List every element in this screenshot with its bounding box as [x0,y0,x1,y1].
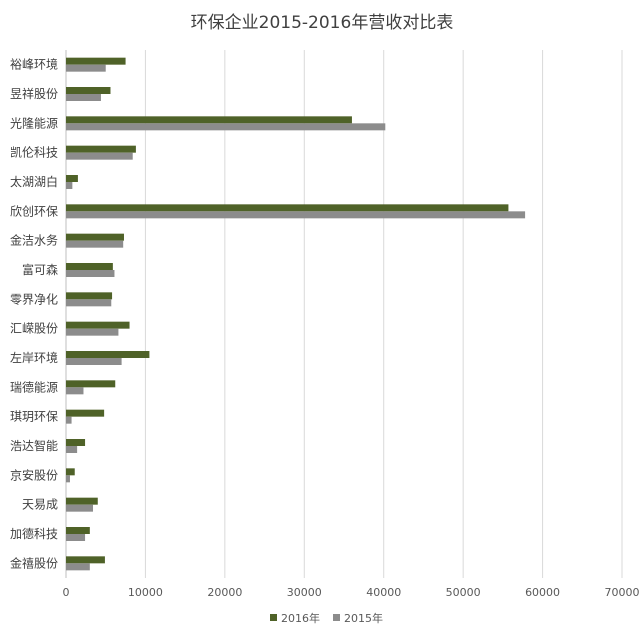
legend-swatch [333,614,340,621]
bar-2015 [66,270,115,277]
bar-2015 [66,446,78,453]
bar-2015 [66,64,106,72]
y-tick-label: 琪玥环保 [10,410,58,424]
bar-2015 [66,504,94,512]
bar-2015 [66,387,84,395]
y-tick-label: 光隆能源 [10,115,58,130]
bar-2015 [66,123,386,131]
bar-2016 [66,57,126,65]
bar-2015 [66,416,72,424]
bar-2016 [66,321,130,329]
x-tick-label: 70000 [605,586,640,599]
bar-2016 [66,292,113,300]
legend-label: 2015年 [344,611,383,625]
bar-2015 [66,211,526,219]
bar-2016 [66,116,352,124]
bar-2015 [66,152,133,160]
bar-2016 [66,175,78,182]
bar-2015 [66,534,86,541]
y-tick-label: 天易成 [22,498,58,512]
chart-title: 环保企业2015-2016年营收对比表 [190,13,454,33]
bar-2016 [66,263,113,270]
x-tick-label: 10000 [128,586,163,599]
y-tick-label: 左岸环境 [10,350,58,365]
y-tick-label: 欣创环保 [10,204,58,218]
x-tick-label: 40000 [366,586,401,599]
x-tick-label: 20000 [207,586,242,599]
y-tick-label: 富可森 [22,262,58,277]
bar-2015 [66,182,73,189]
bar-2016 [66,527,90,534]
y-tick-label: 金洁水务 [10,233,58,248]
bar-2016 [66,409,105,417]
legend-label: 2016年 [281,611,320,625]
bar-2015 [66,475,70,483]
y-tick-label: 太湖湖白 [10,174,58,189]
y-tick-label: 汇嵘股份 [10,322,58,336]
bar-2015 [66,358,122,365]
x-tick-label: 0 [63,586,70,599]
y-tick-label: 凯伦科技 [10,145,58,160]
bar-2015 [66,94,101,101]
y-tick-label: 裕峰环境 [10,57,58,72]
y-tick-label: 零界净化 [10,292,58,306]
bar-2016 [66,556,105,564]
y-tick-label: 瑞德能源 [10,379,58,394]
bar-2016 [66,380,116,388]
y-tick-label: 京安股份 [10,467,58,482]
y-tick-label: 加德科技 [10,526,58,541]
bar-2016 [66,497,98,505]
bar-2016 [66,204,509,212]
bar-2015 [66,240,124,248]
x-tick-label: 30000 [287,586,322,599]
y-tick-label: 浩达智能 [10,438,58,453]
bar-2016 [66,87,111,94]
bar-2016 [66,233,124,241]
x-tick-label: 60000 [525,586,560,599]
legend-swatch [270,614,277,621]
x-tick-label: 50000 [446,586,481,599]
bar-2015 [66,299,112,307]
y-tick-label: 金禧股份 [10,555,58,570]
y-tick-label: 昱祥股份 [10,87,58,101]
bar-2016 [66,351,150,358]
bar-2015 [66,563,90,571]
bar-2016 [66,145,136,153]
bar-2015 [66,328,119,336]
bar-2016 [66,468,75,476]
bar-2016 [66,439,86,446]
